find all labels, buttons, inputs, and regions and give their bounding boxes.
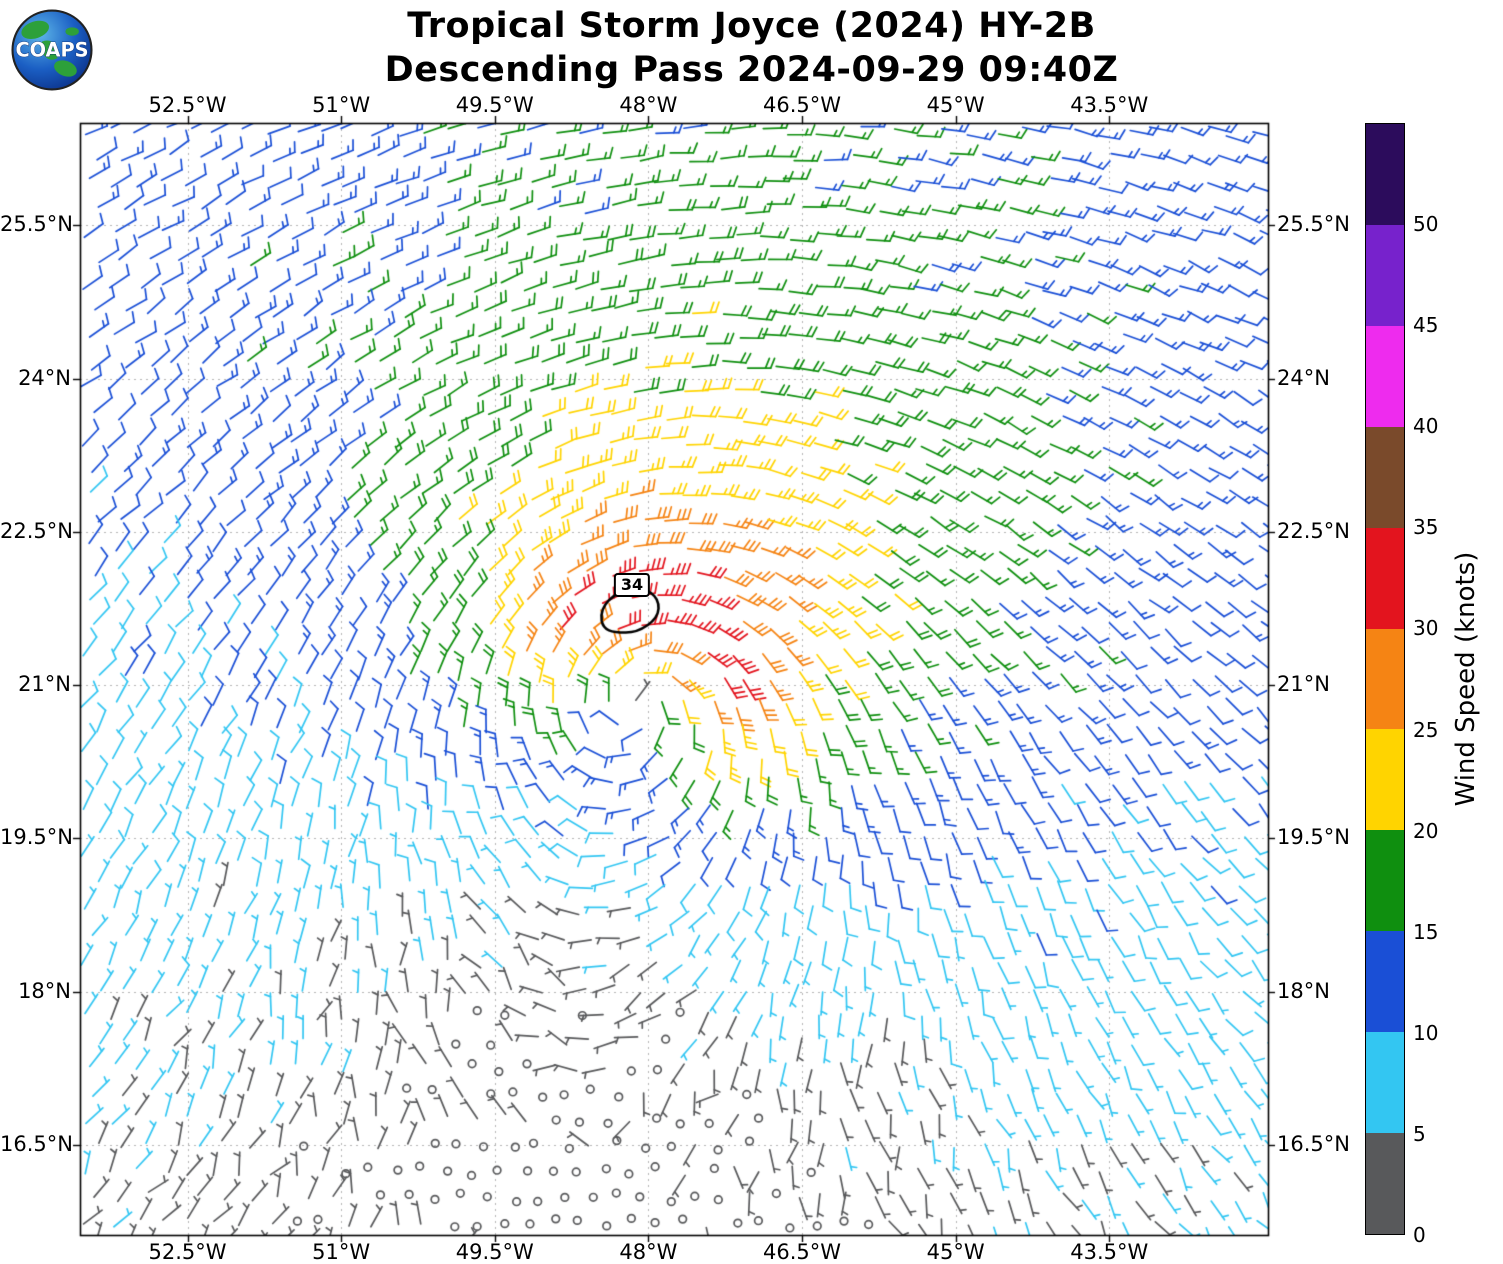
colorbar-label: Wind Speed (knots) <box>1451 551 1481 807</box>
y-axis-tick-label-right: 24°N <box>1277 365 1330 390</box>
y-axis-tick-label-right: 22.5°N <box>1277 518 1350 543</box>
y-axis-tick-label-left: 18°N <box>18 978 71 1003</box>
colorbar-tick-label: 20 <box>1413 818 1439 843</box>
colorbar-bin-40-45 <box>1366 325 1404 427</box>
y-axis-tick-label-left: 22.5°N <box>0 518 73 543</box>
colorbar-bin-30-35 <box>1366 527 1404 629</box>
colorbar-tick-label: 45 <box>1413 313 1439 338</box>
colorbar <box>1365 123 1405 1235</box>
colorbar-tick-label: 10 <box>1413 1020 1439 1045</box>
y-axis-tick-label-right: 25.5°N <box>1277 212 1350 237</box>
colorbar-bin-20-25 <box>1366 729 1404 831</box>
colorbar-tick-label: 35 <box>1413 515 1439 540</box>
x-axis-tick-label-bottom: 46.5°W <box>763 1240 842 1264</box>
colorbar-bin-0-5 <box>1366 1133 1404 1234</box>
x-axis-tick-label-bottom: 43.5°W <box>1070 1240 1149 1264</box>
y-axis-tick-label-left: 19.5°N <box>0 825 73 850</box>
x-axis-tick-label-top: 51°W <box>312 93 371 117</box>
x-axis-tick-label-top: 46.5°W <box>763 93 842 117</box>
colorbar-tick-label: 5 <box>1413 1121 1426 1146</box>
y-axis-tick-label-right: 19.5°N <box>1277 825 1350 850</box>
y-axis-tick-label-right: 18°N <box>1277 978 1330 1003</box>
x-axis-tick-label-top: 45°W <box>926 93 985 117</box>
colorbar-tick-label: 30 <box>1413 616 1439 641</box>
colorbar-bin-10-15 <box>1366 931 1404 1033</box>
x-axis-tick-label-bottom: 51°W <box>312 1240 371 1264</box>
colorbar-tick-label: 40 <box>1413 414 1439 439</box>
colorbar-bin-35-40 <box>1366 426 1404 528</box>
y-axis-tick-label-left: 24°N <box>18 365 71 390</box>
colorbar-bin-25-30 <box>1366 628 1404 730</box>
x-axis-tick-label-bottom: 52.5°W <box>148 1240 227 1264</box>
y-axis-tick-label-left: 25.5°N <box>0 212 73 237</box>
x-axis-tick-label-top: 49.5°W <box>455 93 534 117</box>
colorbar-bin-45-50 <box>1366 224 1404 326</box>
colorbar-bin-50-55 <box>1366 124 1404 225</box>
x-axis-tick-label-bottom: 49.5°W <box>455 1240 534 1264</box>
y-axis-tick-label-right: 21°N <box>1277 672 1330 697</box>
x-axis-tick-label-top: 52.5°W <box>148 93 227 117</box>
colorbar-bin-5-10 <box>1366 1032 1404 1134</box>
storm-contour-label: 34 <box>613 572 651 597</box>
y-axis-tick-label-right: 16.5°N <box>1277 1132 1350 1157</box>
y-axis-tick-label-left: 21°N <box>18 672 71 697</box>
colorbar-tick-label: 0 <box>1413 1223 1426 1247</box>
colorbar-tick-label: 50 <box>1413 212 1439 237</box>
y-axis-tick-label-left: 16.5°N <box>0 1132 73 1157</box>
colorbar-tick-label: 25 <box>1413 717 1439 742</box>
x-axis-tick-label-top: 48°W <box>619 93 678 117</box>
colorbar-bin-15-20 <box>1366 830 1404 932</box>
x-axis-tick-label-top: 43.5°W <box>1070 93 1149 117</box>
x-axis-tick-label-bottom: 48°W <box>619 1240 678 1264</box>
colorbar-tick-label: 15 <box>1413 919 1439 944</box>
x-axis-tick-label-bottom: 45°W <box>926 1240 985 1264</box>
